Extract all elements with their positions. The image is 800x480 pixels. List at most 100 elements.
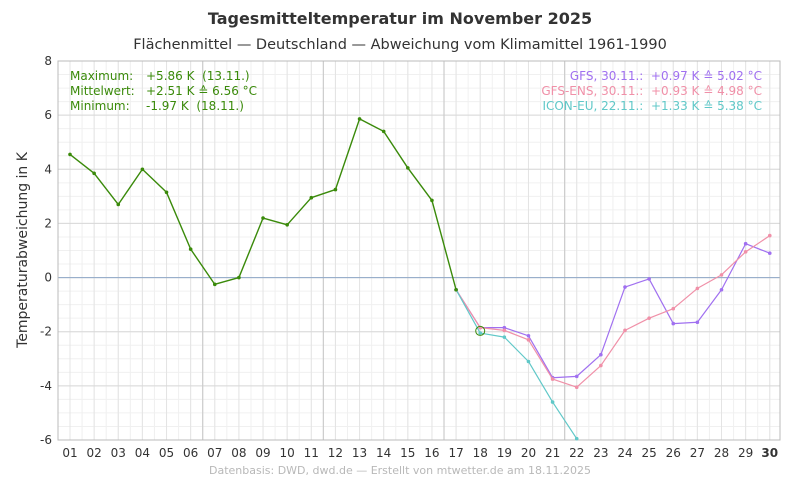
data-point xyxy=(164,190,169,195)
data-point xyxy=(719,287,724,292)
data-point xyxy=(357,117,362,121)
minimum-marker xyxy=(475,325,486,336)
x-tick-label: 10 xyxy=(280,446,295,460)
data-point xyxy=(68,152,72,157)
data-point xyxy=(767,233,772,238)
x-tick-label: 27 xyxy=(690,446,705,460)
x-tick-label: 30 xyxy=(761,446,778,460)
data-point xyxy=(719,273,724,277)
data-point xyxy=(285,222,289,227)
y-tick-label: -2 xyxy=(40,325,52,339)
legend-entry: GFS, 30.11.: +0.97 K ≙ 5.02 °C xyxy=(570,69,762,83)
x-tick-label: 26 xyxy=(666,446,681,460)
x-tick-label: 23 xyxy=(593,446,608,460)
x-tick-label: 14 xyxy=(376,446,391,460)
x-tick-label: 18 xyxy=(473,446,488,460)
data-point xyxy=(599,363,603,368)
x-tick-label: 22 xyxy=(569,446,584,460)
x-tick-label: 09 xyxy=(255,446,270,460)
data-point xyxy=(478,331,483,335)
x-tick-label: 08 xyxy=(231,446,246,460)
chart-title: Tagesmitteltemperatur im November 2025 xyxy=(208,9,592,28)
stat-label: Mittelwert: xyxy=(70,84,135,98)
stat-value: +5.86 K (13.11.) xyxy=(146,69,250,83)
footer-credit: Datenbasis: DWD, dwd.de — Erstellt von m… xyxy=(209,464,591,477)
data-point xyxy=(309,195,314,200)
data-point xyxy=(237,275,241,280)
x-tick-label: 21 xyxy=(545,446,560,460)
x-tick-label: 20 xyxy=(521,446,536,460)
x-tick-label: 15 xyxy=(400,446,415,460)
y-tick-label: 4 xyxy=(44,162,52,176)
data-point xyxy=(502,335,507,339)
data-point xyxy=(526,338,531,342)
data-point xyxy=(671,306,676,311)
x-tick-label: 02 xyxy=(86,446,101,460)
data-point xyxy=(647,316,651,320)
data-point xyxy=(623,328,627,333)
data-point xyxy=(333,187,338,192)
data-point xyxy=(502,328,507,333)
y-tick-label: 2 xyxy=(44,216,52,230)
data-point xyxy=(526,359,531,364)
series-line xyxy=(455,235,771,388)
data-point xyxy=(695,320,700,325)
data-point xyxy=(406,166,410,170)
x-tick-label: 12 xyxy=(328,446,343,460)
data-point xyxy=(647,277,651,281)
x-tick-label: 05 xyxy=(159,446,174,460)
stat-value: -1.97 K (18.11.) xyxy=(146,99,244,113)
data-point xyxy=(574,374,579,379)
legend-entry: GFS-ENS, 30.11.: +0.93 K ≙ 4.98 °C xyxy=(541,84,762,98)
x-tick-label: 17 xyxy=(448,446,463,460)
data-point xyxy=(574,385,579,390)
x-tick-label: 24 xyxy=(617,446,632,460)
data-point xyxy=(599,352,603,357)
x-tick-label: 29 xyxy=(738,446,753,460)
x-tick-label: 06 xyxy=(183,446,198,460)
data-point xyxy=(695,286,700,291)
y-tick-label: -6 xyxy=(40,433,52,447)
x-tick-label: 25 xyxy=(641,446,656,460)
data-point xyxy=(574,436,579,441)
stat-label: Maximum: xyxy=(70,69,133,83)
x-tick-label: 03 xyxy=(111,446,126,460)
data-point xyxy=(671,321,676,326)
y-tick-label: 6 xyxy=(44,108,52,122)
x-tick-label: 01 xyxy=(62,446,77,460)
plot-frame xyxy=(57,60,781,441)
data-point xyxy=(550,400,555,404)
series-line xyxy=(455,289,578,439)
data-point xyxy=(116,202,121,207)
data-point xyxy=(261,216,265,220)
stat-label: Minimum: xyxy=(70,99,130,113)
x-tick-label: 16 xyxy=(424,446,439,460)
x-tick-label: 07 xyxy=(207,446,222,460)
data-point xyxy=(188,247,193,251)
data-point xyxy=(743,241,748,246)
data-point xyxy=(502,325,507,330)
data-point xyxy=(743,250,748,254)
series-line xyxy=(455,243,770,379)
data-point xyxy=(430,198,434,203)
data-point xyxy=(767,251,772,256)
y-tick-label: -4 xyxy=(40,379,52,393)
x-tick-label: 13 xyxy=(352,446,367,460)
legend-entry: ICON-EU, 22.11.: +1.33 K ≙ 5.38 °C xyxy=(542,99,762,113)
x-tick-label: 11 xyxy=(304,446,319,460)
x-tick-label: 19 xyxy=(497,446,512,460)
data-point xyxy=(212,282,217,287)
chart-subtitle: Flächenmittel — Deutschland — Abweichung… xyxy=(133,37,667,53)
y-tick-label: 0 xyxy=(44,271,52,285)
data-point xyxy=(623,285,627,289)
data-point xyxy=(454,287,458,292)
data-point xyxy=(140,167,145,172)
data-point xyxy=(92,171,96,176)
y-axis-label: Temperaturabweichung in K xyxy=(15,151,31,349)
data-point xyxy=(526,333,531,338)
x-tick-label: 04 xyxy=(135,446,150,460)
stat-value: +2.51 K ≙ 6.56 °C xyxy=(146,84,257,98)
